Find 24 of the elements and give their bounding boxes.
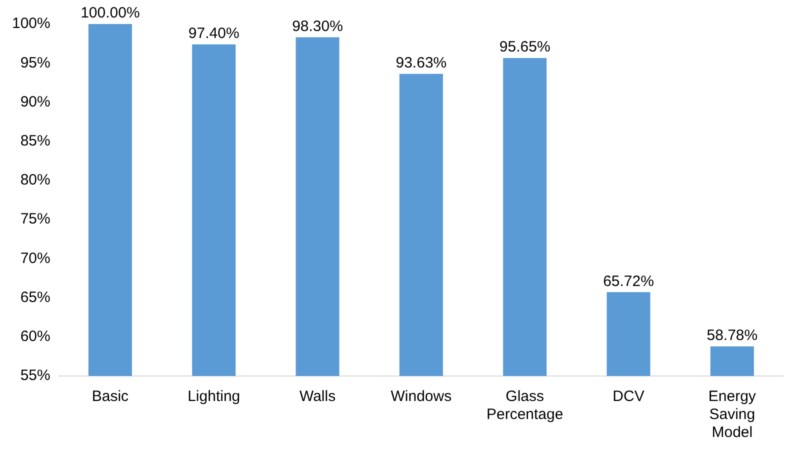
y-tick-label: 80% bbox=[20, 172, 50, 189]
y-tick-label: 70% bbox=[20, 250, 50, 267]
y-tick-label: 65% bbox=[20, 288, 50, 306]
data-label: 58.78% bbox=[706, 327, 758, 344]
data-label: 93.63% bbox=[396, 54, 447, 72]
y-tick-label: 55% bbox=[20, 367, 50, 384]
data-label: 95.65% bbox=[499, 38, 550, 56]
y-tick-label: 85% bbox=[20, 132, 50, 150]
data-label: 98.30% bbox=[292, 18, 343, 35]
y-tick-label: 90% bbox=[20, 93, 50, 110]
x-tick-label: Windows bbox=[390, 388, 452, 406]
data-label: 65.72% bbox=[603, 272, 654, 290]
x-tick-label: DCV bbox=[612, 388, 644, 406]
y-tick-label: 60% bbox=[20, 328, 50, 346]
data-label: 97.40% bbox=[188, 24, 240, 42]
x-tick-label: Walls bbox=[299, 388, 336, 406]
x-tick-label: Glass Percentage bbox=[486, 388, 564, 424]
data-label: 100.00% bbox=[80, 4, 140, 22]
y-tick-label: 75% bbox=[20, 210, 50, 228]
x-tick-label: Basic bbox=[92, 388, 130, 406]
y-tick-label: 100% bbox=[12, 15, 50, 32]
x-tick-label: Lighting bbox=[188, 388, 240, 406]
y-tick-label: 95% bbox=[20, 54, 50, 72]
x-tick-label: Energy Saving Model bbox=[708, 388, 756, 442]
